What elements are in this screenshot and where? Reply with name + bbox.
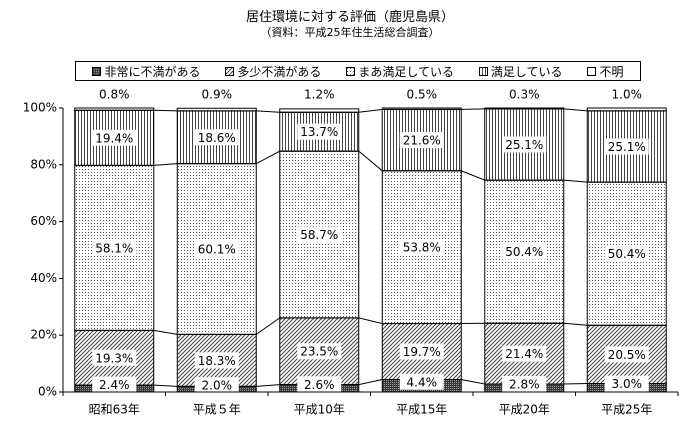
y-tick-label: 20% — [30, 328, 57, 342]
legend-item: 多少不満がある — [225, 63, 321, 80]
data-label: 53.8% — [403, 241, 441, 255]
data-label: 25.1% — [608, 140, 646, 154]
data-label-background — [92, 129, 137, 146]
legend-swatch — [478, 66, 488, 76]
data-label-background — [604, 375, 649, 392]
y-tick-label: 0% — [38, 385, 57, 399]
data-label: 0.3% — [509, 88, 540, 102]
data-label: 60.1% — [198, 243, 236, 257]
data-label-background — [194, 352, 239, 369]
legend-swatch — [92, 66, 102, 76]
x-tick-label: 平成20年 — [499, 403, 550, 417]
data-label: 1.2% — [304, 88, 335, 102]
data-label-background — [297, 343, 342, 360]
data-label: 2.8% — [509, 378, 540, 392]
data-label: 2.0% — [202, 379, 233, 393]
data-label: 58.1% — [95, 241, 133, 255]
data-label: 18.3% — [198, 354, 236, 368]
chart-title: 居住環境に対する評価（鹿児島県） — [245, 10, 454, 25]
legend-item: まあ満足している — [346, 63, 454, 80]
data-label: 0.5% — [407, 88, 438, 102]
data-label-background — [502, 243, 547, 260]
y-tick-label: 80% — [30, 157, 57, 171]
data-label: 19.4% — [95, 131, 133, 145]
data-label: 2.4% — [99, 378, 130, 392]
legend-item: 非常に不満がある — [92, 63, 200, 80]
x-tick-label: 平成10年 — [294, 403, 345, 417]
data-label-background — [297, 123, 342, 140]
data-label-background — [604, 138, 649, 155]
data-label: 2.6% — [304, 378, 335, 392]
y-tick-label: 40% — [30, 271, 57, 285]
data-label-background — [604, 245, 649, 262]
data-label: 3.0% — [612, 377, 643, 391]
data-label: 19.7% — [403, 345, 441, 359]
series-boundary-line — [74, 317, 667, 335]
bar-segment — [279, 108, 360, 113]
data-label-background — [92, 239, 137, 256]
series-boundary-line — [74, 108, 667, 113]
data-label-background — [399, 239, 444, 256]
data-label: 4.4% — [407, 375, 438, 389]
x-tick-label: 平成25年 — [601, 403, 652, 417]
data-label: 58.7% — [300, 228, 338, 242]
data-label: 1.0% — [612, 88, 643, 102]
data-label-background — [92, 376, 137, 393]
legend-swatch — [225, 66, 235, 76]
x-tick-label: 平成15年 — [396, 403, 447, 417]
data-label-background — [399, 373, 444, 390]
chart-legend: 非常に不満がある 多少不満がある まあ満足している 満足している 不明 — [75, 61, 641, 81]
data-label: 21.6% — [403, 134, 441, 148]
data-label: 19.3% — [95, 351, 133, 365]
x-tick-label: 昭和63年 — [89, 403, 140, 417]
data-label: 50.4% — [505, 245, 543, 259]
data-label-background — [604, 346, 649, 363]
bar-segment — [586, 110, 667, 183]
legend-item: 満足している — [478, 63, 563, 80]
data-label-background — [502, 136, 547, 153]
series-boundary-line — [74, 379, 667, 387]
data-label: 0.9% — [202, 88, 233, 102]
data-label-background — [399, 343, 444, 360]
data-label-background — [194, 377, 239, 394]
data-label-background — [399, 132, 444, 149]
data-label: 21.4% — [505, 347, 543, 361]
y-tick-label: 60% — [30, 214, 57, 228]
legend-label: まあ満足している — [358, 64, 454, 79]
legend-label: 満足している — [490, 64, 563, 79]
legend-item: 不明 — [587, 63, 623, 80]
legend-label: 多少不満がある — [237, 64, 322, 79]
data-label: 20.5% — [608, 348, 646, 362]
legend-label: 不明 — [599, 64, 624, 79]
legend-label: 非常に不満がある — [104, 64, 201, 79]
data-label-background — [297, 226, 342, 243]
data-label-background — [502, 345, 547, 362]
data-label-background — [194, 241, 239, 258]
data-label: 0.8% — [99, 88, 130, 102]
chart-subtitle: （資料：平成25年住生活総合調査） — [260, 26, 440, 39]
data-label-background — [502, 376, 547, 393]
data-label-background — [194, 129, 239, 146]
data-label: 23.5% — [300, 345, 338, 359]
y-tick-label: 100% — [23, 101, 57, 115]
data-label: 25.1% — [505, 138, 543, 152]
legend-swatch — [587, 66, 597, 76]
data-label: 18.6% — [198, 131, 236, 145]
x-tick-label: 平成５年 — [193, 403, 241, 417]
series-boundary-line — [74, 150, 667, 183]
data-label: 50.4% — [608, 247, 646, 261]
data-label: 13.7% — [300, 125, 338, 139]
legend-swatch — [346, 66, 356, 76]
data-label-background — [297, 376, 342, 393]
data-label-background — [92, 349, 137, 366]
